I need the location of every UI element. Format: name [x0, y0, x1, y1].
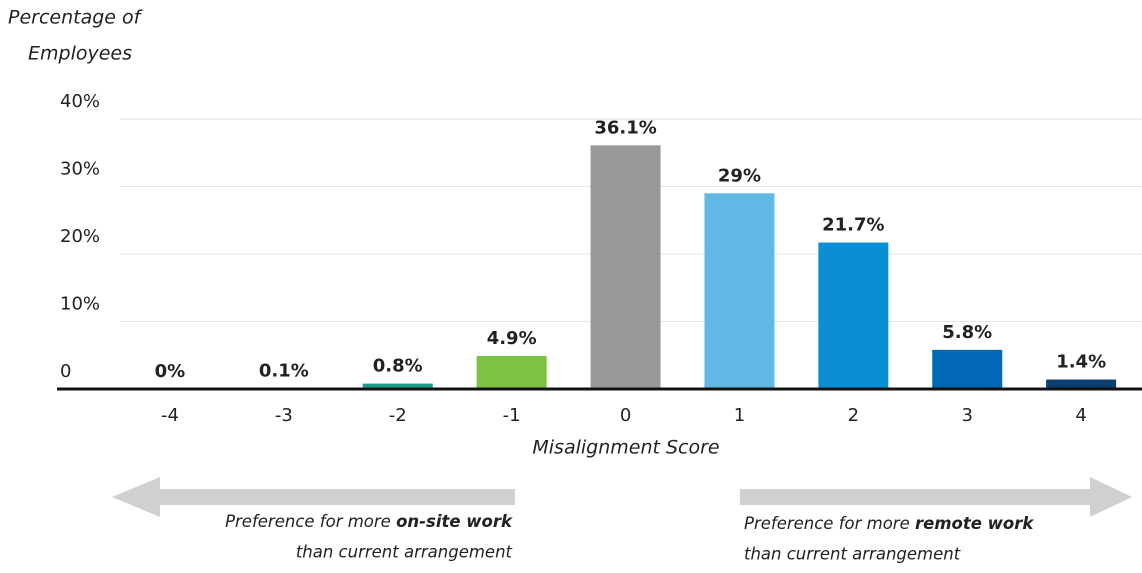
- right-note: than current arrangement: [744, 545, 961, 564]
- value-label: 4.9%: [487, 328, 537, 349]
- value-label: 29%: [718, 165, 761, 186]
- x-tick-label: 3: [962, 405, 973, 426]
- x-tick-label: 1: [734, 405, 745, 426]
- right-note: Preference for more remote work: [744, 514, 1034, 533]
- note-text: Preference for more: [744, 514, 915, 533]
- note-text: Preference for more: [225, 512, 396, 531]
- value-label: 5.8%: [942, 322, 992, 343]
- y-tick-label: 30%: [60, 159, 100, 180]
- value-label: 0%: [155, 361, 186, 382]
- x-tick-label: -3: [275, 405, 293, 426]
- x-tick-label: 4: [1075, 405, 1086, 426]
- right-arrow: [740, 477, 1132, 517]
- value-label: 0.1%: [259, 360, 309, 381]
- x-tick-label: 2: [848, 405, 859, 426]
- y-tick-label: 20%: [60, 226, 100, 247]
- bar: [818, 242, 889, 389]
- bar: [704, 193, 775, 389]
- note-emphasis: remote work: [915, 514, 1034, 533]
- y-tick-label: 10%: [60, 294, 100, 315]
- left-note: Preference for more on-site work: [225, 512, 513, 531]
- x-tick-label: 0: [620, 405, 631, 426]
- note-emphasis: on-site work: [396, 512, 513, 531]
- bar: [476, 355, 547, 389]
- x-tick-label: -2: [389, 405, 407, 426]
- x-axis-label: Misalignment Score: [532, 437, 719, 459]
- bar: [932, 349, 1003, 389]
- y-tick-label: 40%: [60, 91, 100, 112]
- left-arrow: [112, 477, 515, 517]
- y-axis-label: Percentage of: [8, 7, 144, 29]
- value-label: 1.4%: [1056, 352, 1106, 373]
- x-tick-label: -1: [503, 405, 521, 426]
- bar: [1046, 379, 1117, 389]
- value-label: 21.7%: [822, 215, 884, 236]
- value-label: 36.1%: [594, 117, 656, 138]
- y-axis-label: Employees: [28, 43, 132, 65]
- left-note: than current arrangement: [296, 543, 513, 562]
- y-tick-label: 0: [60, 361, 71, 382]
- bar: [590, 145, 661, 389]
- value-label: 0.8%: [373, 356, 423, 377]
- bar: [362, 383, 433, 389]
- x-tick-label: -4: [161, 405, 179, 426]
